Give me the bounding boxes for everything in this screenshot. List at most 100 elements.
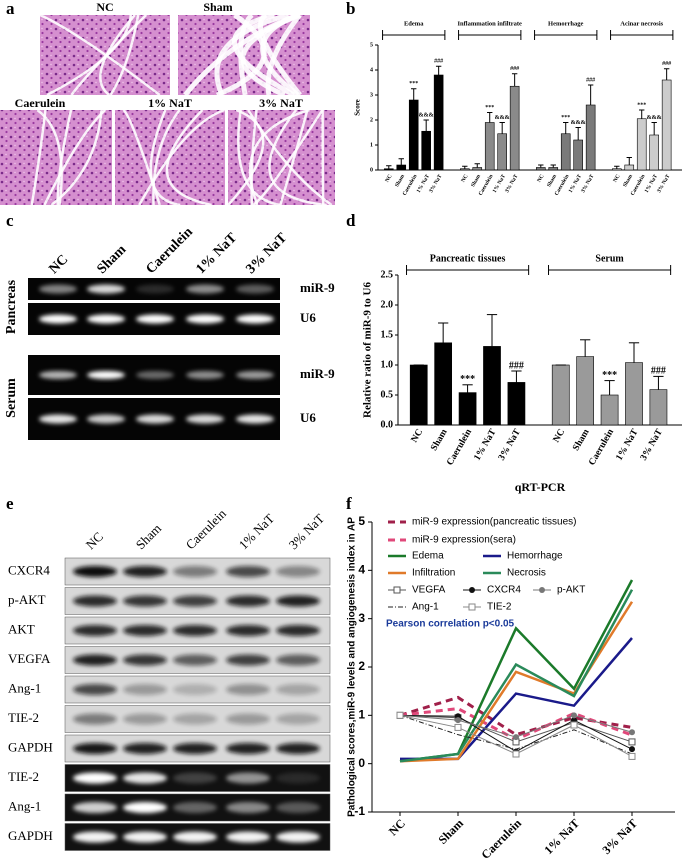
bar (600, 394, 619, 426)
bar-label: 1% NaT (615, 427, 641, 463)
blot-band (226, 831, 270, 843)
gel-band (236, 314, 274, 324)
bar (507, 382, 526, 426)
bar-label: 1% NaT (473, 427, 499, 463)
bar (472, 167, 483, 171)
bar-label: NC (612, 174, 621, 184)
y-tick-label: 4 (370, 67, 373, 73)
bar-label: NC (460, 174, 469, 184)
tissue-gap (152, 109, 181, 206)
legend-label: Necrosis (507, 568, 546, 579)
bar (612, 168, 622, 171)
point (628, 738, 636, 746)
significance: ### (510, 66, 519, 72)
significance: *** (602, 370, 617, 381)
gel-band (236, 414, 274, 424)
legend-marker (469, 587, 475, 593)
bar (396, 164, 407, 171)
series-line (399, 714, 633, 738)
tissue-gap (30, 109, 47, 206)
bar (408, 99, 419, 171)
significance: ### (509, 360, 524, 371)
gel-band (136, 314, 174, 324)
y-tick-label: 1 (358, 708, 365, 722)
tissue-gap (39, 13, 161, 96)
point (396, 711, 404, 719)
bar (434, 342, 453, 426)
blot-band (173, 802, 217, 813)
y-tick-label: 0.0 (381, 419, 394, 430)
lane-label: 1% NaT (236, 511, 278, 553)
tissue-gap (149, 109, 181, 207)
legend-label: miR-9 expression(sera) (412, 535, 516, 546)
blot-band (276, 713, 320, 725)
bar-label: Sham (571, 428, 591, 453)
group-label: Acinar necrosis (620, 20, 663, 27)
significance: &&& (419, 112, 434, 118)
lane-label: NC (83, 529, 106, 552)
blot-band (123, 713, 167, 725)
group-label: Edema (404, 20, 424, 27)
bar (409, 364, 428, 426)
legend-label: Edema (412, 551, 444, 562)
tissue-gap (50, 109, 103, 206)
blot-band (173, 684, 217, 695)
band-label: U6 (300, 310, 316, 325)
gel-band (87, 284, 125, 294)
blot-band (276, 566, 320, 577)
tissue-gap (252, 109, 324, 207)
point (571, 712, 577, 719)
blot-band (123, 743, 167, 754)
bar (551, 364, 570, 426)
gel-band (186, 314, 224, 324)
gel-band (136, 284, 174, 294)
histology-label: 1% NaT (148, 96, 192, 110)
blot-band (226, 654, 270, 666)
tissue-gap (268, 109, 327, 207)
tissue-gap (237, 109, 281, 207)
bar (497, 133, 507, 171)
panel-label: f (346, 494, 352, 513)
tissue-gap (46, 14, 132, 97)
bar-label: NC (536, 174, 545, 184)
x-tick-label: 3% NaT (599, 816, 640, 857)
gel-band (186, 371, 224, 379)
tissue-gap (56, 109, 73, 206)
blot-band (73, 566, 117, 577)
blot-band (173, 566, 217, 577)
panel-label: a (6, 0, 15, 18)
bar-label: Caerulein (587, 427, 616, 467)
bar (661, 79, 672, 171)
legend-marker (468, 603, 476, 611)
significance: &&& (647, 115, 662, 121)
lane-label: Sham (94, 242, 129, 277)
bar-label: Sham (429, 428, 449, 453)
bar (421, 130, 431, 171)
bar (576, 356, 595, 426)
y-tick-label: 1.0 (381, 359, 394, 370)
blot-band (73, 625, 117, 636)
histology-label: Sham (203, 0, 232, 14)
y-axis-label: Score (354, 99, 362, 116)
bar (484, 122, 495, 171)
gel-band (136, 371, 174, 379)
legend-label: Hemorrhage (507, 551, 563, 562)
lane-label: 1% NaT (193, 230, 240, 277)
bar (585, 104, 596, 171)
blot-band (123, 684, 167, 695)
panel-label: e (6, 494, 14, 513)
x-tick-label: NC (386, 816, 408, 838)
tissue-gap (321, 109, 325, 206)
y-tick-label: 0 (370, 167, 373, 173)
bar-label: Sham (622, 173, 634, 188)
tissue-gap (36, 108, 63, 206)
bar (624, 164, 635, 171)
blot-band (276, 654, 320, 666)
blot-band (173, 772, 217, 784)
gel-band (186, 414, 224, 424)
blot-band (276, 743, 320, 754)
point (454, 723, 462, 731)
group-label: Hemorrhage (548, 20, 583, 27)
band-label: AKT (8, 621, 35, 636)
